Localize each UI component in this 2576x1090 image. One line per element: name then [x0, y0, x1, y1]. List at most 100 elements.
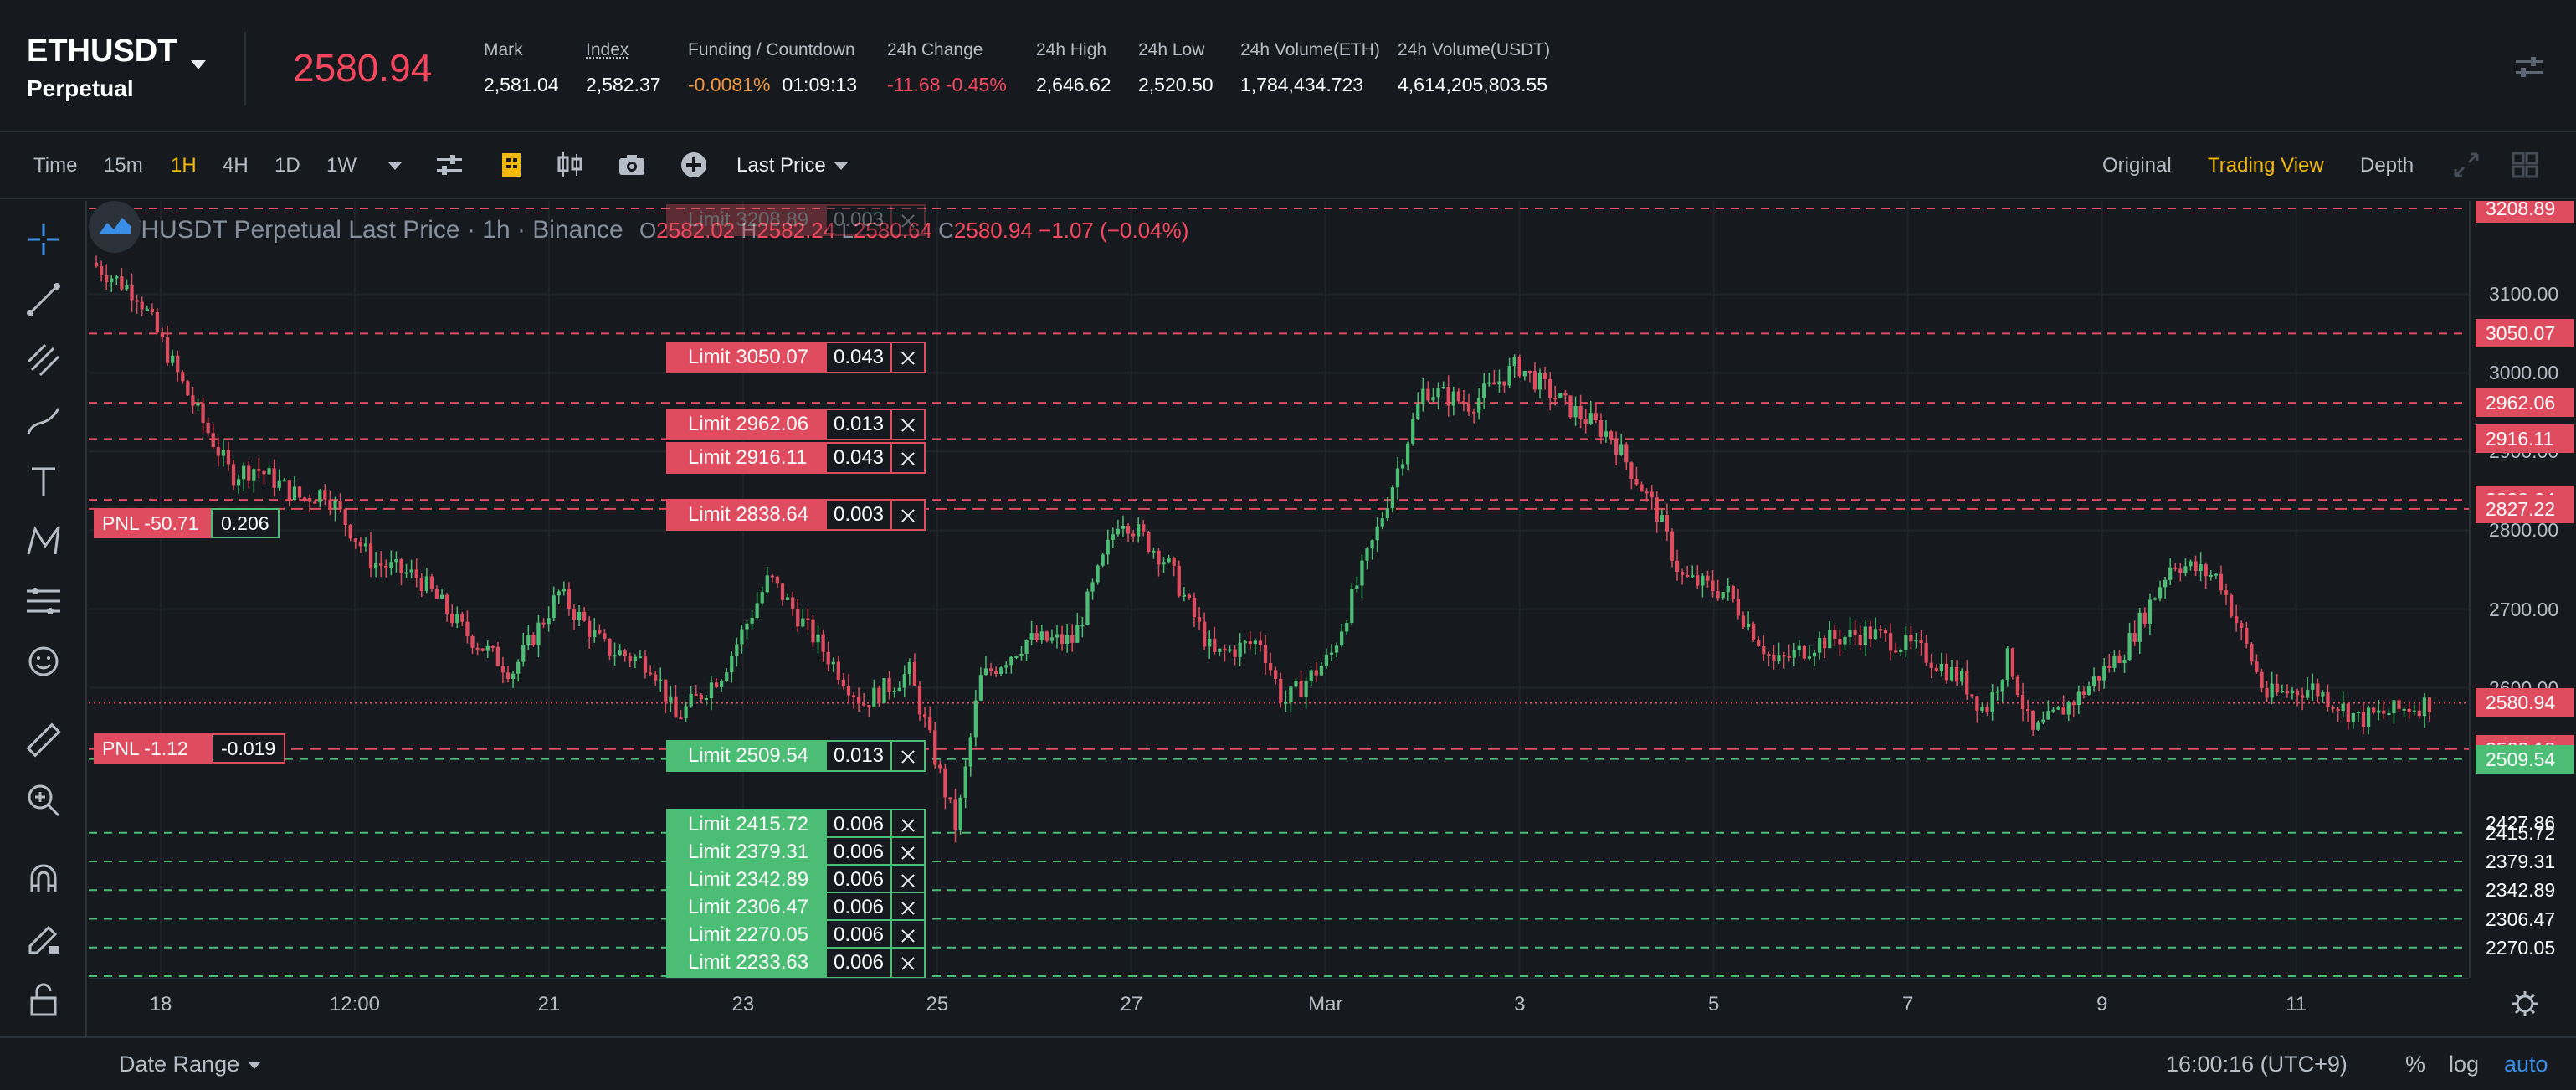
interval-1w[interactable]: 1W	[326, 154, 357, 177]
interval-1h[interactable]: 1H	[171, 154, 197, 177]
pattern-tool-icon[interactable]	[23, 521, 64, 561]
price-axis[interactable]: 3100.003000.002900.002800.002700.002600.…	[2469, 201, 2576, 978]
cancel-order-icon[interactable]	[892, 409, 926, 440]
order-qty: 0.003	[825, 204, 892, 236]
buy-limit-order[interactable]: Limit 2509.54 0.013	[666, 740, 926, 772]
candle-body	[297, 486, 302, 498]
interval-1d[interactable]: 1D	[275, 154, 300, 177]
contract-type[interactable]: Perpetual	[27, 75, 134, 101]
buy-limit-order[interactable]: Limit 2233.63 0.006	[666, 947, 926, 978]
crosshair-icon[interactable]	[23, 219, 64, 260]
position-pnl-tag[interactable]: PNL -50.71 0.206	[94, 508, 280, 538]
candle-body	[1416, 404, 1420, 419]
candlestick-plot[interactable]	[89, 201, 2469, 978]
candle-body	[755, 603, 759, 619]
log-scale-toggle[interactable]: log	[2449, 1051, 2480, 1077]
chevron-down-icon	[834, 162, 848, 171]
candle-body	[1411, 419, 1415, 444]
candle-body	[922, 714, 927, 718]
trend-line-icon[interactable]	[23, 280, 64, 320]
candle-body	[2311, 683, 2315, 690]
candle-body	[1752, 623, 1756, 641]
candle-body	[552, 595, 556, 619]
buy-limit-order[interactable]: Limit 2379.31 0.006	[666, 836, 926, 868]
position-pnl-tag[interactable]: PNL -1.12 -0.019	[94, 733, 286, 764]
ruler-icon[interactable]	[23, 720, 64, 760]
interval-4h[interactable]: 4H	[223, 154, 249, 177]
cancel-order-icon[interactable]	[892, 342, 926, 373]
layout-grid-icon[interactable]	[2511, 151, 2539, 179]
sell-limit-order[interactable]: Limit 2916.11 0.043	[666, 442, 926, 474]
interval-time[interactable]: Time	[33, 154, 78, 177]
candle-body	[684, 706, 688, 719]
candle-body	[1350, 589, 1354, 624]
cancel-order-icon[interactable]	[892, 499, 926, 531]
tradingview-logo-icon[interactable]	[89, 201, 141, 253]
auto-scale-toggle[interactable]: auto	[2504, 1051, 2548, 1077]
more-intervals-dropdown[interactable]	[380, 154, 402, 177]
candle-body	[1711, 580, 1715, 592]
chart-footer: Date Range 16:00:16 (UTC+9) % log auto	[0, 1036, 2576, 1090]
candle-body	[2351, 712, 2355, 722]
zoom-in-icon[interactable]	[23, 780, 64, 820]
candle-body	[1034, 633, 1039, 641]
candle-body	[983, 668, 988, 676]
time-axis[interactable]: 18 12:00 21 23 25 27 Mar 3 5 7 9 11	[89, 978, 2469, 1036]
cancel-order-icon[interactable]	[892, 919, 926, 951]
gear-icon[interactable]	[2511, 990, 2539, 1018]
magnet-icon[interactable]	[23, 859, 64, 899]
candle-body	[1319, 666, 1323, 676]
sell-limit-order[interactable]: Limit 2838.64 0.003	[666, 499, 926, 531]
interval-15m[interactable]: 15m	[104, 154, 143, 177]
date-range-dropdown[interactable]: Date Range	[119, 1051, 262, 1077]
stat-label: Funding / Countdown	[688, 40, 855, 59]
symbol-dropdown-icon[interactable]	[191, 60, 206, 69]
brush-icon[interactable]	[23, 400, 64, 440]
sell-limit-order[interactable]: Limit 3208.89 0.003	[666, 204, 926, 236]
chart-toolbar: Time 15m 1H 4H 1D 1W Last Price Original…	[0, 134, 2576, 199]
cancel-order-icon[interactable]	[892, 947, 926, 978]
view-depth[interactable]: Depth	[2360, 154, 2414, 177]
price-chart[interactable]: ETHUSDT Perpetual Last Price · 1h · Bina…	[89, 201, 2469, 978]
candle-body	[1542, 373, 1547, 379]
indicators-icon[interactable]	[435, 151, 464, 179]
stat-label[interactable]: Index	[586, 40, 629, 59]
prediction-tool-icon[interactable]	[23, 581, 64, 621]
price-level-label: 2962.06	[2476, 388, 2574, 418]
templates-icon[interactable]	[497, 151, 526, 179]
lock-drawing-pen-icon[interactable]	[23, 919, 64, 959]
chart-type-icon[interactable]	[556, 151, 584, 179]
percent-scale-toggle[interactable]: %	[2405, 1051, 2426, 1077]
view-original[interactable]: Original	[2102, 154, 2172, 177]
buy-limit-order[interactable]: Limit 2342.89 0.006	[666, 864, 926, 896]
cancel-order-icon[interactable]	[892, 740, 926, 772]
buy-limit-order[interactable]: Limit 2415.72 0.006	[666, 809, 926, 841]
sell-limit-order[interactable]: Limit 3050.07 0.043	[666, 342, 926, 373]
camera-icon[interactable]	[618, 151, 646, 179]
cancel-order-icon[interactable]	[892, 809, 926, 841]
candle-body	[1090, 582, 1095, 592]
order-price: Limit 2342.89	[666, 864, 825, 896]
symbol-name[interactable]: ETHUSDT	[27, 33, 177, 69]
text-tool-icon[interactable]	[23, 460, 64, 501]
view-trading-view[interactable]: Trading View	[2208, 154, 2324, 177]
lock-icon[interactable]	[23, 979, 64, 1020]
candle-body	[363, 543, 368, 547]
cancel-order-icon[interactable]	[892, 204, 926, 236]
candle-body	[1395, 468, 1400, 488]
candle-body	[2005, 648, 2009, 681]
candle-body	[2219, 573, 2224, 591]
candle-body	[1746, 623, 1751, 627]
candle-body	[1187, 594, 1192, 598]
candle-body	[2275, 683, 2279, 692]
buy-limit-order[interactable]: Limit 2270.05 0.006	[666, 919, 926, 951]
fullscreen-icon[interactable]	[2452, 151, 2481, 179]
cancel-order-icon[interactable]	[892, 442, 926, 474]
emoji-icon[interactable]	[23, 641, 64, 681]
fib-tool-icon[interactable]	[23, 340, 64, 380]
settings-sliders-icon[interactable]	[2514, 55, 2544, 80]
buy-limit-order[interactable]: Limit 2306.47 0.006	[666, 892, 926, 923]
sell-limit-order[interactable]: Limit 2962.06 0.013	[666, 409, 926, 440]
price-type-dropdown[interactable]: Last Price	[736, 154, 848, 177]
add-icon[interactable]	[680, 151, 708, 179]
